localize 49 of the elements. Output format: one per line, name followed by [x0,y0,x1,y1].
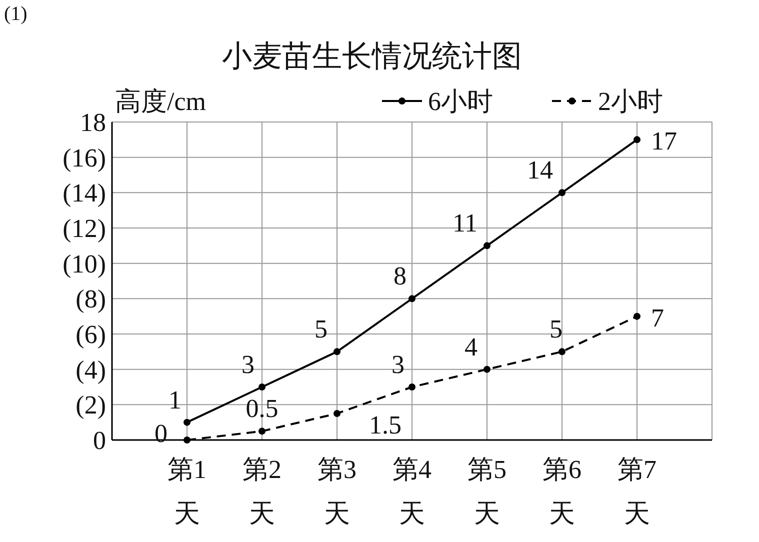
data-label: 11 [452,208,478,238]
legend-label: 2小时 [598,87,663,116]
data-label: 7 [651,303,664,332]
data-label: 8 [394,262,406,291]
data-label: 4 [464,332,478,362]
y-tick-label: 18 [80,108,106,137]
point [408,295,416,302]
data-label: 14 [527,156,553,185]
y-tick-label: 0 [93,426,106,455]
x-tick-label: 第2天 [242,455,282,528]
point [334,410,340,417]
point [484,242,490,250]
point [484,366,490,373]
data-label: 5 [550,314,562,344]
point [258,428,266,435]
data-label: 3 [242,350,254,379]
y-tick-label: (16) [62,143,106,172]
point [184,418,190,426]
x-tick-label: 第7天 [618,455,656,528]
chart-title: 小麦苗生长情况统计图 [222,40,522,73]
point [258,384,266,390]
x-tick-label: 第3天 [318,455,356,528]
point [558,189,566,196]
text: (1) [4,3,28,25]
point [634,312,640,320]
x-tick-label: 第4天 [392,455,432,528]
y-tick-label: (8) [76,284,106,314]
data-label: 1 [168,385,182,414]
point [558,348,566,356]
y-tick-label: (6) [76,320,106,349]
legend-label: 6小时 [428,87,493,116]
point [634,136,640,144]
y-axis-title: 高度/cm [115,87,206,116]
y-tick-label: (4) [76,355,106,384]
data-label: 5 [314,314,328,344]
data-label: 1.5 [369,410,402,440]
y-tick-label: (2) [76,390,106,420]
y-tick-label: (12) [62,214,106,243]
point [184,436,190,444]
x-tick-label: 第6天 [542,455,582,528]
y-tick-label: (14) [62,178,106,208]
data-label: 3 [392,350,404,379]
x-tick-label: 第5天 [468,455,506,528]
point [408,384,416,390]
x-tick-label: 第1天 [168,455,206,528]
data-label: 17 [651,126,677,156]
y-tick-label: (10) [62,249,106,278]
data-label: 0.5 [246,394,278,424]
point [334,348,340,356]
